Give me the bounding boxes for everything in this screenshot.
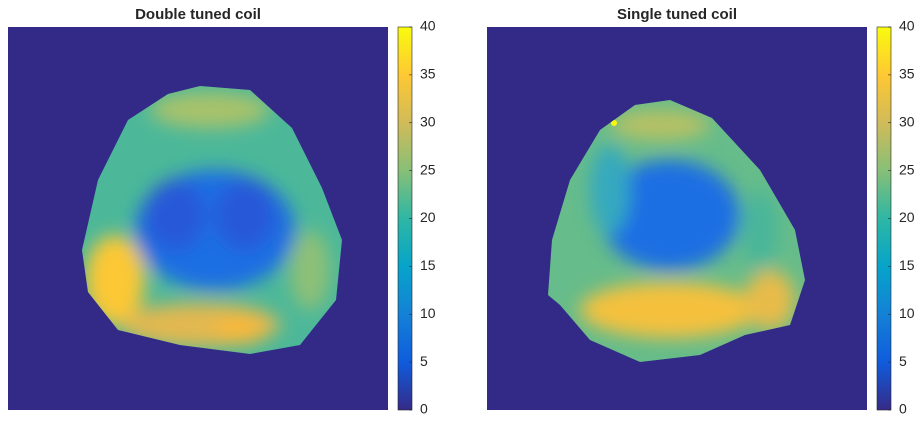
colorbar-tick-label: 35 xyxy=(899,66,915,82)
colorbar-tick-label: 0 xyxy=(899,401,907,417)
chart-title: Double tuned coil xyxy=(135,6,261,23)
colorbar-tick-label: 35 xyxy=(420,66,436,82)
colorbar-tick-label: 5 xyxy=(899,353,907,369)
colorbar-tick-label: 40 xyxy=(899,18,915,34)
colorbar-tick-label: 30 xyxy=(420,113,436,129)
colorbar-tick-label: 25 xyxy=(420,161,436,177)
colorbar-tick-label: 15 xyxy=(420,257,436,273)
colorbar-tick-label: 10 xyxy=(899,305,915,321)
colorbar-tick-label: 15 xyxy=(899,257,915,273)
colorbar-tick-label: 0 xyxy=(420,401,428,417)
colorbar-tick-label: 20 xyxy=(899,209,915,225)
chart-title: Single tuned coil xyxy=(617,6,737,23)
colorbar-tick-label: 5 xyxy=(420,353,428,369)
colorbar-tick-label: 10 xyxy=(420,305,436,321)
colorbar-tick-label: 30 xyxy=(899,113,915,129)
colorbar-tick-label: 25 xyxy=(899,161,915,177)
colorbar-tick-label: 40 xyxy=(420,18,436,34)
colorbar-tick-label: 20 xyxy=(420,209,436,225)
